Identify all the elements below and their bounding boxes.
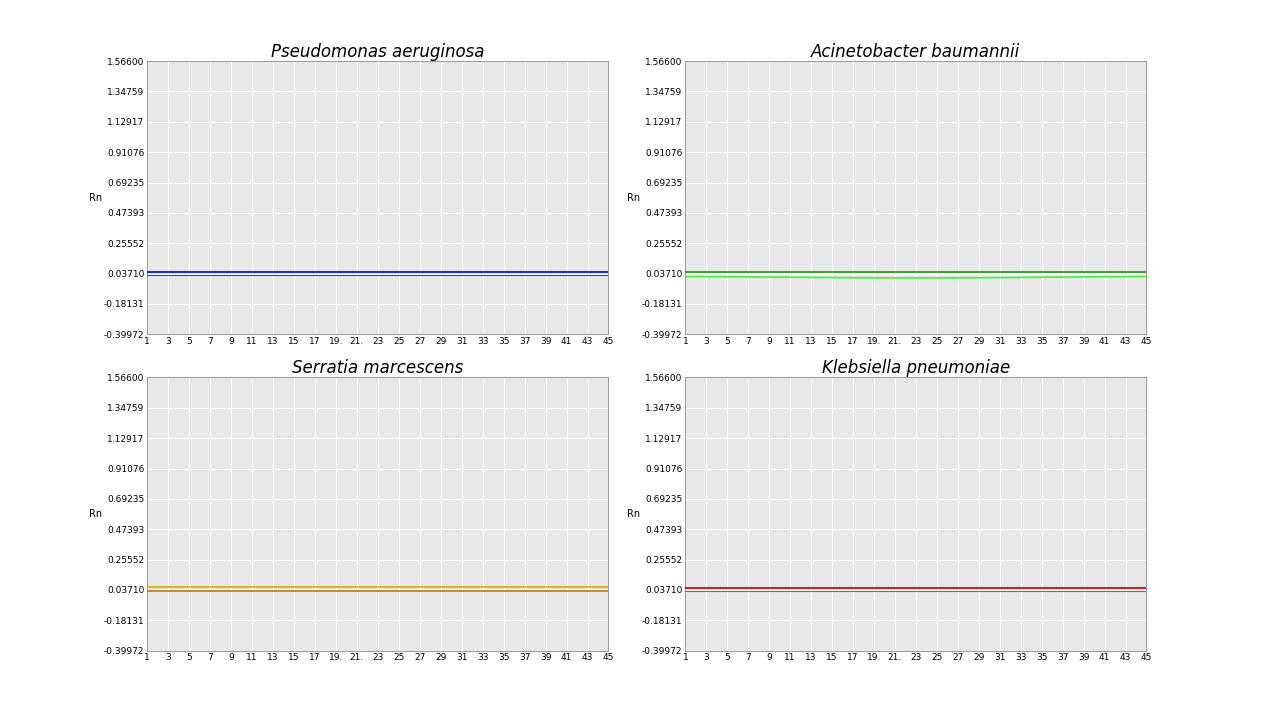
Y-axis label: Rn: Rn: [626, 509, 640, 519]
Y-axis label: Rn: Rn: [88, 509, 102, 519]
Title: Acinetobacter baumannii: Acinetobacter baumannii: [811, 43, 1021, 61]
Title: Pseudomonas aeruginosa: Pseudomonas aeruginosa: [272, 43, 484, 61]
Y-axis label: Rn: Rn: [626, 193, 640, 203]
Title: Klebsiella pneumoniae: Klebsiella pneumoniae: [822, 360, 1009, 377]
Title: Serratia marcescens: Serratia marcescens: [292, 360, 464, 377]
Y-axis label: Rn: Rn: [88, 193, 102, 203]
